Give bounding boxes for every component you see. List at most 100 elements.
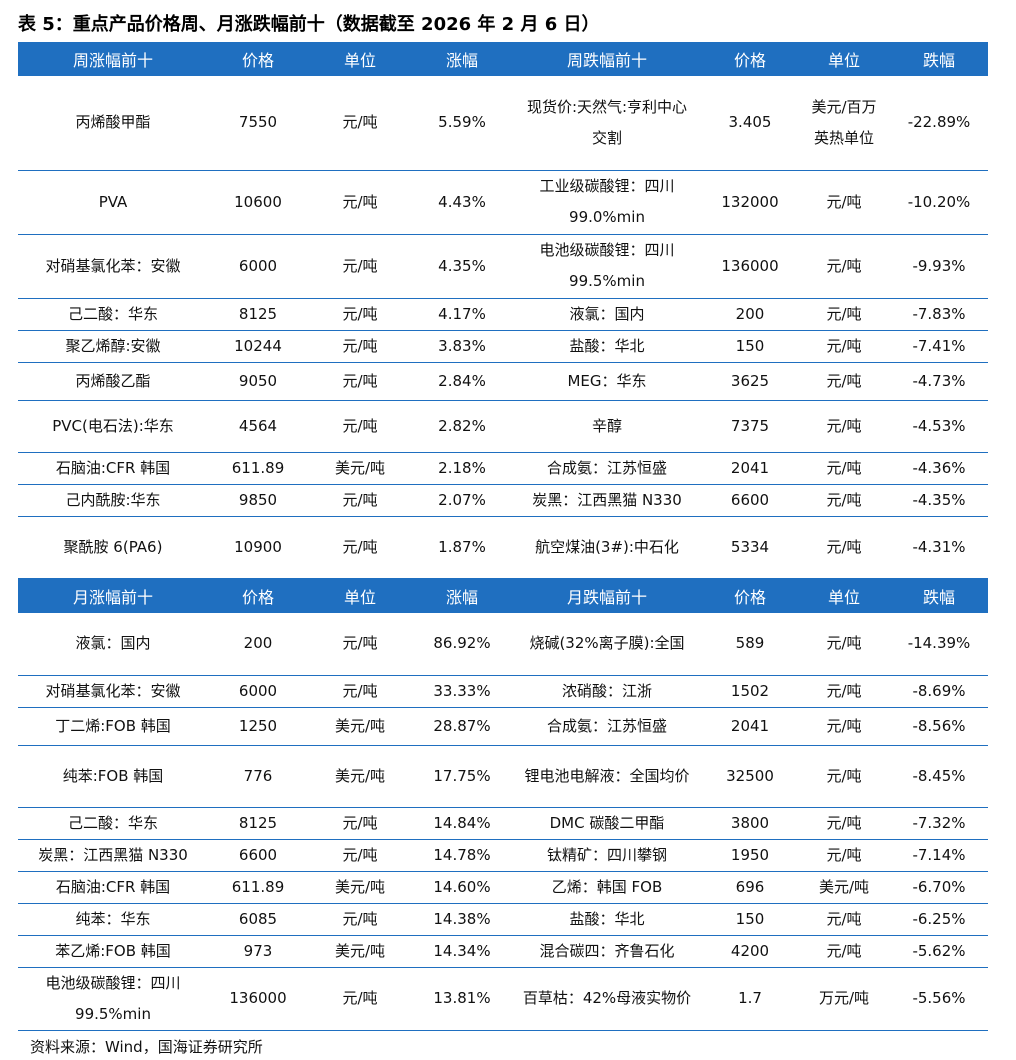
- rise-price-cell: 1250: [208, 707, 308, 746]
- weekly-header-fall-unit: 单位: [798, 42, 890, 76]
- fall-price-cell: 2041: [702, 452, 798, 485]
- fall-product-name-cell: 盐酸：华北: [512, 330, 702, 363]
- rise-change-cell: 2.84%: [412, 362, 512, 401]
- rise-price-cell: 6600: [208, 839, 308, 872]
- rise-product-name-cell: 聚乙烯醇:安徽: [18, 330, 208, 363]
- rise-product-name-cell: 己内酰胺:华东: [18, 484, 208, 517]
- rise-change-cell: 86.92%: [412, 613, 512, 676]
- rise-price-cell: 4564: [208, 400, 308, 453]
- rise-product-name-cell: 丙烯酸甲酯: [18, 76, 208, 171]
- rise-price-cell: 7550: [208, 76, 308, 171]
- rise-product-name-cell: PVA: [18, 170, 208, 235]
- fall-unit-cell: 美元/百万英热单位: [798, 76, 890, 171]
- fall-change-cell: -4.73%: [890, 362, 988, 401]
- fall-change-cell: -8.69%: [890, 675, 988, 708]
- fall-unit-cell: 万元/吨: [798, 967, 890, 1031]
- rise-change-cell: 17.75%: [412, 745, 512, 808]
- rise-change-cell: 14.60%: [412, 871, 512, 904]
- fall-change-cell: -5.62%: [890, 935, 988, 968]
- fall-product-name-cell: 混合碳四：齐鲁石化: [512, 935, 702, 968]
- rise-change-cell: 5.59%: [412, 76, 512, 171]
- rise-unit-cell: 元/吨: [308, 675, 412, 708]
- rise-product-name-cell: 聚酰胺 6(PA6): [18, 516, 208, 579]
- table-row: 聚酰胺 6(PA6) 10900 元/吨 1.87% 航空煤油(3#):中石化 5334 元…: [18, 516, 988, 579]
- rise-change-cell: 14.84%: [412, 807, 512, 840]
- rise-unit-cell: 美元/吨: [308, 935, 412, 968]
- fall-change-cell: -4.53%: [890, 400, 988, 453]
- fall-unit-cell: 元/吨: [798, 839, 890, 872]
- table-row: 丁二烯:FOB 韩国 1250 美元/吨 28.87% 合成氨：江苏恒盛 2041 元/吨 -…: [18, 707, 988, 746]
- rise-unit-cell: 元/吨: [308, 362, 412, 401]
- weekly-body: 丙烯酸甲酯 7550 元/吨 5.59% 现货价:天然气:亨利中心交割 3.405 美元/百…: [18, 76, 988, 579]
- rise-product-name-cell: 丙烯酸乙酯: [18, 362, 208, 401]
- fall-change-cell: -7.32%: [890, 807, 988, 840]
- table-row: 丙烯酸乙酯 9050 元/吨 2.84% MEG：华东 3625 元/吨 -4.73%: [18, 362, 988, 401]
- rise-unit-cell: 元/吨: [308, 76, 412, 171]
- rise-product-name-cell: 丁二烯:FOB 韩国: [18, 707, 208, 746]
- monthly-header-fall-change: 跌幅: [890, 579, 988, 613]
- fall-product-name-cell: MEG：华东: [512, 362, 702, 401]
- fall-product-name-cell: 辛醇: [512, 400, 702, 453]
- fall-product-name-cell: DMC 碳酸二甲酯: [512, 807, 702, 840]
- monthly-header-rise-product-name: 月涨幅前十: [18, 579, 208, 613]
- fall-price-cell: 150: [702, 903, 798, 936]
- rise-change-cell: 14.78%: [412, 839, 512, 872]
- fall-price-cell: 1502: [702, 675, 798, 708]
- rise-product-name-cell: 纯苯：华东: [18, 903, 208, 936]
- weekly-header-rise-unit: 单位: [308, 42, 412, 76]
- table-row: 丙烯酸甲酯 7550 元/吨 5.59% 现货价:天然气:亨利中心交割 3.405 美元/百…: [18, 76, 988, 171]
- fall-unit-cell: 元/吨: [798, 484, 890, 517]
- rise-price-cell: 6000: [208, 675, 308, 708]
- fall-price-cell: 6600: [702, 484, 798, 517]
- weekly-header-fall-change: 跌幅: [890, 42, 988, 76]
- rise-price-cell: 973: [208, 935, 308, 968]
- table-row: 己二酸：华东 8125 元/吨 14.84% DMC 碳酸二甲酯 3800 元/吨 -7.32…: [18, 807, 988, 840]
- fall-change-cell: -6.70%: [890, 871, 988, 904]
- fall-change-cell: -22.89%: [890, 76, 988, 171]
- rise-unit-cell: 元/吨: [308, 484, 412, 517]
- fall-change-cell: -8.45%: [890, 745, 988, 808]
- rise-product-name-cell: 己二酸：华东: [18, 807, 208, 840]
- weekly-header-row: 周涨幅前十 价格 单位 涨幅 周跌幅前十 价格 单位 跌幅: [18, 42, 988, 76]
- fall-product-name-cell: 浓硝酸：江浙: [512, 675, 702, 708]
- weekly-header-rise-price: 价格: [208, 42, 308, 76]
- fall-unit-cell: 元/吨: [798, 675, 890, 708]
- rise-price-cell: 776: [208, 745, 308, 808]
- table-row: 石脑油:CFR 韩国 611.89 美元/吨 2.18% 合成氨：江苏恒盛 2041 元/吨…: [18, 452, 988, 485]
- table-row: 液氯：国内 200 元/吨 86.92% 烧碱(32%离子膜):全国 589 元/吨 -14.…: [18, 613, 988, 676]
- rise-product-name-cell: 苯乙烯:FOB 韩国: [18, 935, 208, 968]
- fall-price-cell: 32500: [702, 745, 798, 808]
- rise-unit-cell: 元/吨: [308, 400, 412, 453]
- weekly-change-table: 周涨幅前十 价格 单位 涨幅 周跌幅前十 价格 单位 跌幅 丙烯酸甲酯 7550 元/吨 5.59%…: [18, 42, 988, 579]
- rise-product-name-cell: 己二酸：华东: [18, 298, 208, 331]
- fall-change-cell: -8.56%: [890, 707, 988, 746]
- fall-change-cell: -10.20%: [890, 170, 988, 235]
- weekly-header-rise-change: 涨幅: [412, 42, 512, 76]
- fall-unit-cell: 元/吨: [798, 516, 890, 579]
- monthly-header-rise-unit: 单位: [308, 579, 412, 613]
- table-row: 聚乙烯醇:安徽 10244 元/吨 3.83% 盐酸：华北 150 元/吨 -7.41%: [18, 330, 988, 363]
- rise-change-cell: 2.07%: [412, 484, 512, 517]
- rise-change-cell: 2.18%: [412, 452, 512, 485]
- fall-unit-cell: 元/吨: [798, 935, 890, 968]
- rise-price-cell: 136000: [208, 967, 308, 1031]
- fall-price-cell: 5334: [702, 516, 798, 579]
- fall-product-name-cell: 百草枯：42%母液实物价: [512, 967, 702, 1031]
- fall-product-name-cell: 合成氨：江苏恒盛: [512, 452, 702, 485]
- source-note: 资料来源：Wind，国海证券研究所: [30, 1038, 263, 1056]
- table-title: 表 5：重点产品价格周、月涨跌幅前十（数据截至 2026 年 2 月 6 日）: [18, 14, 600, 35]
- table-row: 石脑油:CFR 韩国 611.89 美元/吨 14.60% 乙烯：韩国 FOB 696 美元…: [18, 871, 988, 904]
- fall-change-cell: -7.83%: [890, 298, 988, 331]
- rise-price-cell: 6000: [208, 234, 308, 299]
- fall-price-cell: 589: [702, 613, 798, 676]
- fall-price-cell: 2041: [702, 707, 798, 746]
- rise-price-cell: 10244: [208, 330, 308, 363]
- fall-unit-cell: 元/吨: [798, 613, 890, 676]
- rise-price-cell: 9850: [208, 484, 308, 517]
- fall-price-cell: 3800: [702, 807, 798, 840]
- fall-unit-cell: 元/吨: [798, 362, 890, 401]
- rise-change-cell: 14.38%: [412, 903, 512, 936]
- rise-product-name-cell: 石脑油:CFR 韩国: [18, 452, 208, 485]
- rise-unit-cell: 元/吨: [308, 516, 412, 579]
